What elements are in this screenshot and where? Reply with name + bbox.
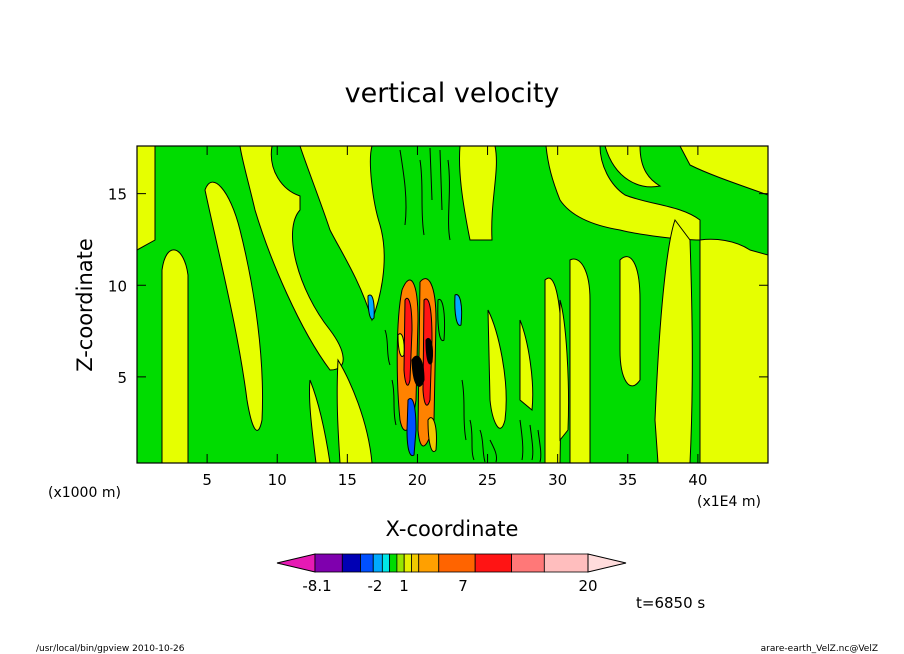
plot-frame <box>136 145 769 464</box>
y-axis-ticks: 5 10 15 <box>108 186 768 387</box>
colorbar-tick-label: 1 <box>399 577 409 595</box>
colorbar-segment <box>403 553 412 573</box>
y-tick-label: 10 <box>108 277 127 295</box>
x-tick-label: 25 <box>478 471 497 489</box>
colorbar-segment <box>381 553 391 573</box>
colorbar-tick-label: -8.1 <box>302 577 331 595</box>
colorbar-tick-label: 20 <box>578 577 597 595</box>
colorbar-segment <box>411 553 420 573</box>
contour-lines <box>384 147 542 463</box>
x-tick-label: 35 <box>618 471 637 489</box>
y-axis-label: Z-coordinate <box>73 238 97 372</box>
colorbar-lower-arrow <box>276 553 316 573</box>
positive-regions <box>137 146 768 463</box>
footer-right: arare-earth_VelZ.nc@VelZ <box>761 644 878 654</box>
colorbar-segment <box>389 553 398 573</box>
x-unit-right: (x1E4 m) <box>697 494 761 510</box>
footer-left: /usr/local/bin/gpview 2010-10-26 <box>36 644 185 654</box>
colorbar-segment <box>543 553 589 573</box>
colorbar <box>276 553 627 573</box>
x-axis-label: X-coordinate <box>386 517 519 541</box>
chart-title: vertical velocity <box>345 78 560 109</box>
colorbar-segment <box>511 553 545 573</box>
colorbar-segment <box>360 553 374 573</box>
colorbar-segment <box>396 553 405 573</box>
x-tick-label: 5 <box>202 471 212 489</box>
y-tick-label: 5 <box>117 369 127 387</box>
colorbar-segment <box>372 553 383 573</box>
colorbar-segment <box>341 553 361 573</box>
time-label: t=6850 s <box>636 594 705 612</box>
x-unit-left: (x1000 m) <box>48 485 121 501</box>
x-tick-label: 20 <box>408 471 427 489</box>
x-tick-label: 15 <box>338 471 357 489</box>
y-tick-label: 15 <box>108 186 127 204</box>
convective-core <box>367 278 463 457</box>
colorbar-tick-label: 7 <box>458 577 468 595</box>
x-axis-ticks: 5 10 15 20 25 30 35 40 <box>202 146 707 489</box>
colorbar-upper-arrow <box>587 553 627 573</box>
colorbar-segment <box>474 553 512 573</box>
colorbar-segment <box>418 553 440 573</box>
x-tick-label: 10 <box>268 471 287 489</box>
contour-field <box>137 146 768 463</box>
colorbar-segment <box>438 553 476 573</box>
colorbar-labels: -8.1 -2 1 7 20 <box>302 577 597 595</box>
x-tick-label: 30 <box>548 471 567 489</box>
colorbar-segment <box>314 553 343 573</box>
colorbar-tick-label: -2 <box>368 577 383 595</box>
x-tick-label: 40 <box>688 471 707 489</box>
